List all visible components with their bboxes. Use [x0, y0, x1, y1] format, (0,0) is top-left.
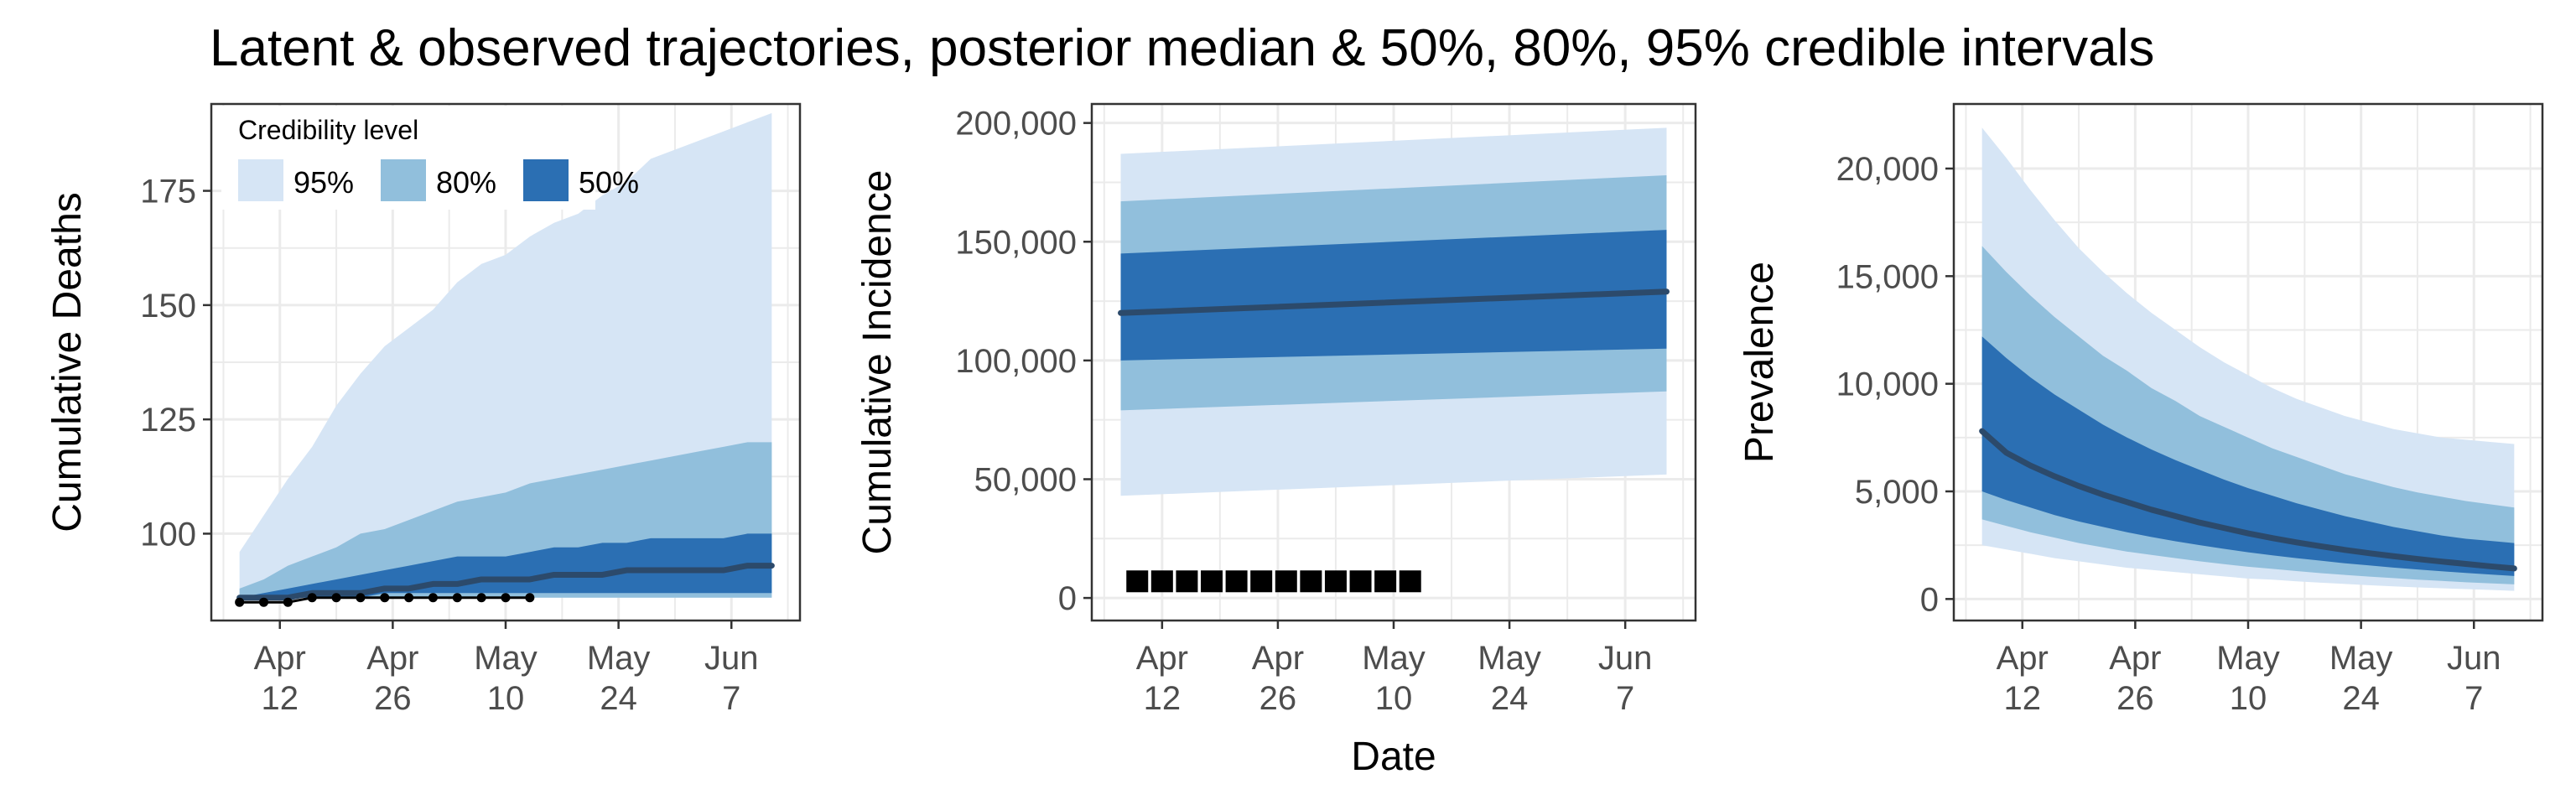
- panel-prevalence: 05,00010,00015,00020,000Apr12Apr26May10M…: [1836, 102, 2544, 717]
- x-tick-label-day: 10: [2230, 680, 2267, 717]
- legend-title: Credibility level: [238, 115, 418, 145]
- observed-point: [235, 597, 245, 607]
- x-tick-label-month: Apr: [1252, 640, 1304, 677]
- y-tick-label: 5,000: [1855, 474, 1939, 511]
- x-tick-label-day: 12: [261, 680, 299, 717]
- observed-point: [380, 593, 390, 603]
- observed-point: [307, 593, 317, 603]
- legend-label-95: 95%: [293, 165, 354, 200]
- median-line: [236, 563, 775, 601]
- x-tick-label-day: 26: [1259, 680, 1297, 717]
- y-tick-label: 175: [140, 174, 196, 210]
- observed-point: [1201, 570, 1223, 593]
- observed-point: [356, 593, 366, 603]
- median-line: [1118, 288, 1670, 316]
- y-axis-title-prevalence: Prevalence: [1737, 262, 1782, 463]
- x-tick-label-day: 10: [487, 680, 525, 717]
- x-tick-label-day: 10: [1375, 680, 1413, 717]
- y-tick-label: 100: [140, 516, 196, 553]
- y-tick-label: 150: [140, 288, 196, 325]
- observed-point: [1176, 570, 1198, 593]
- observed-point: [1250, 570, 1273, 593]
- ci-band-50: [239, 533, 772, 598]
- x-tick-label-day: 24: [600, 680, 637, 717]
- observed-point: [1225, 570, 1248, 593]
- ci-band-50: [1120, 230, 1667, 361]
- x-tick-label-month: Apr: [1136, 640, 1188, 677]
- observed-point: [1126, 570, 1149, 593]
- legend-label-50: 50%: [579, 165, 639, 200]
- y-tick-label: 0: [1920, 581, 1939, 618]
- observed-point: [476, 593, 486, 603]
- legend: Credibility level 95% 80% 50%: [221, 106, 639, 210]
- observed-point: [1150, 570, 1173, 593]
- x-tick-label-month: Apr: [366, 640, 418, 677]
- legend-key-50: [523, 159, 569, 201]
- y-tick-label: 20,000: [1836, 151, 1939, 188]
- x-tick-label-day: 24: [2342, 680, 2380, 717]
- x-tick-label-month: Jun: [1598, 640, 1653, 677]
- ci-band-50: [1981, 336, 2515, 576]
- y-axis-title-incidence: Cumulative Incidence: [855, 170, 900, 555]
- x-tick-label-month: Apr: [1997, 640, 2049, 677]
- x-tick-label-month: May: [474, 640, 538, 677]
- observed-point: [1275, 570, 1297, 593]
- observed-point: [1349, 570, 1372, 593]
- x-tick-label-day: 7: [1616, 680, 1634, 717]
- observed-point: [1399, 570, 1421, 593]
- y-tick-label: 100,000: [955, 343, 1077, 380]
- observed-point: [1324, 570, 1347, 593]
- x-tick-label-day: 24: [1491, 680, 1529, 717]
- x-tick-label-day: 12: [2003, 680, 2041, 717]
- observed-point: [525, 593, 535, 603]
- y-tick-label: 15,000: [1836, 258, 1939, 295]
- x-tick-label-day: 7: [722, 680, 740, 717]
- x-tick-label-month: May: [587, 640, 651, 677]
- y-axis-title-deaths: Cumulative Deaths: [45, 192, 90, 532]
- x-tick-label-day: 7: [2464, 680, 2483, 717]
- y-tick-label: 0: [1058, 580, 1077, 617]
- observed-point: [404, 593, 414, 603]
- y-tick-label: 10,000: [1836, 366, 1939, 403]
- x-tick-label-day: 12: [1144, 680, 1182, 717]
- observed-point: [331, 593, 341, 603]
- x-axis-title: Date: [1351, 735, 1436, 779]
- observed-point: [283, 597, 293, 607]
- legend-key-80: [381, 159, 426, 201]
- observed-point: [259, 597, 269, 607]
- panel-cumulative-incidence: 050,000100,000150,000200,000Apr12Apr26Ma…: [955, 102, 1697, 717]
- observed-point: [501, 593, 511, 603]
- y-tick-label: 125: [140, 402, 196, 439]
- figure-title: Latent & observed trajectories, posterio…: [210, 19, 2154, 77]
- x-tick-label-month: May: [2216, 640, 2280, 677]
- observed-point: [452, 593, 462, 603]
- y-tick-label: 150,000: [955, 224, 1077, 261]
- y-tick-label: 50,000: [974, 461, 1077, 498]
- legend-label-80: 80%: [436, 165, 496, 200]
- x-tick-label-month: May: [1478, 640, 1541, 677]
- observed-point: [428, 593, 438, 603]
- x-tick-label-day: 26: [2116, 680, 2154, 717]
- x-tick-label-day: 26: [374, 680, 412, 717]
- x-tick-label-month: Jun: [704, 640, 759, 677]
- x-tick-label-month: May: [1362, 640, 1426, 677]
- x-tick-label-month: May: [2329, 640, 2393, 677]
- median-line: [1979, 428, 2517, 572]
- observed-point: [1300, 570, 1322, 593]
- x-tick-label-month: Jun: [2447, 640, 2501, 677]
- legend-key-95: [238, 159, 283, 201]
- x-tick-label-month: Apr: [2109, 640, 2161, 677]
- observed-point: [1374, 570, 1397, 593]
- x-tick-label-month: Apr: [254, 640, 306, 677]
- y-tick-label: 200,000: [955, 106, 1077, 143]
